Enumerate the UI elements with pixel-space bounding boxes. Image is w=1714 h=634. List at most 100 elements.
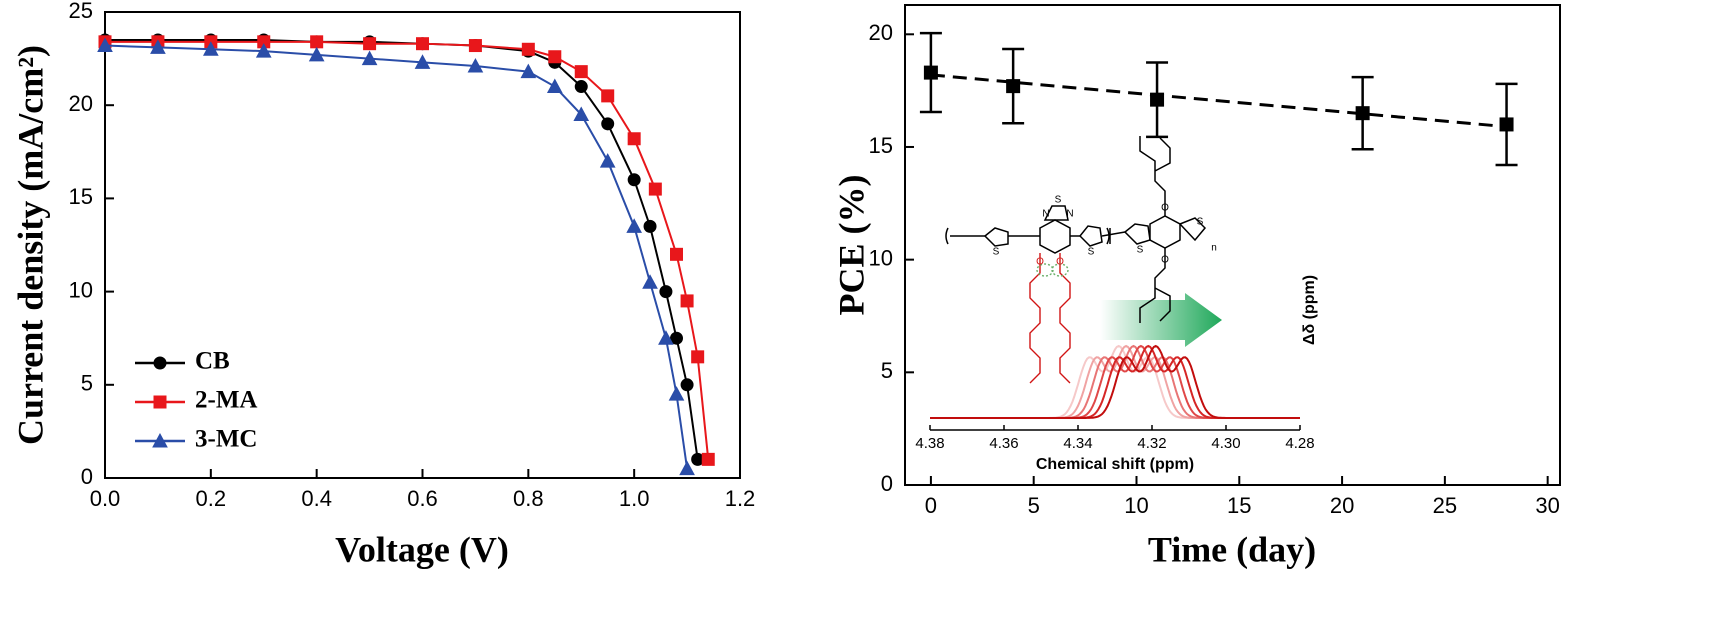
marker [626,218,643,233]
inset-x-label: Chemical shift (ppm) [1036,456,1194,473]
x-tick-label: 30 [1535,493,1559,518]
x-tick-label: 1.0 [619,486,650,511]
y-axis-label: Current density (mA/cm²) [10,45,50,445]
x-tick-label: 0.0 [90,486,121,511]
inset-tick-label: 4.28 [1285,435,1314,452]
y-tick-label: 5 [881,358,893,383]
marker [255,43,272,58]
y-tick-label: 5 [81,371,93,396]
inset-tick-label: 4.36 [989,435,1018,452]
legend-marker [153,395,167,409]
marker [363,37,377,51]
legend-marker [152,432,168,448]
marker [627,173,641,187]
atom-label: O [1161,203,1169,214]
marker [468,39,482,53]
x-axis-label: Time (day) [1148,529,1316,569]
atom-label: O [1036,257,1044,268]
atom-label: N [1066,209,1073,220]
structure-side-chains [1029,253,1071,384]
inset-y-label: Δδ (ppm) [1301,275,1318,345]
marker [1006,79,1021,94]
atom-label: S [993,247,1000,258]
x-tick-label: 5 [1028,493,1040,518]
atom-label: O [1056,257,1064,268]
x-tick-label: 20 [1330,493,1354,518]
nmr-spectrum [930,344,1300,419]
marker [643,219,657,233]
marker [546,78,563,94]
legend-label: CB [195,348,230,375]
marker [574,65,588,79]
inset-tick-label: 4.38 [915,435,944,452]
marker [414,54,431,69]
marker [361,50,378,66]
marker [601,117,615,131]
y-axis-label: PCE (%) [831,175,871,316]
x-tick-label: 1.2 [725,486,756,511]
legend-label: 3-MC [195,426,257,453]
marker [670,331,683,345]
x-tick-label: 0.2 [196,486,227,511]
atom-label: n [1211,243,1217,254]
y-tick-label: 15 [869,133,893,158]
x-tick-label: 0.4 [301,486,332,511]
marker [150,39,166,54]
atom-label: S [1088,247,1095,258]
inset-tick-label: 4.30 [1211,435,1240,452]
inset-tick-label: 4.32 [1137,435,1166,452]
y-tick-label: 10 [869,245,893,270]
x-tick-label: 0.6 [407,486,438,511]
series-line [105,40,710,460]
marker [310,35,324,49]
y-tick-label: 20 [69,91,93,116]
marker [548,50,562,64]
structure [945,136,1207,323]
trend-line [930,73,1507,129]
atom-label: S [1137,245,1144,256]
inset-tick-label: 4.34 [1063,435,1092,452]
marker [670,247,683,261]
marker [658,330,674,345]
marker [648,182,662,196]
marker [668,386,685,401]
series-line [105,38,699,460]
marker [308,46,325,62]
marker [679,460,695,476]
structure-labels: S N N S S S S O O O O n [993,195,1217,268]
marker [467,58,484,73]
marker [642,274,658,289]
x-axis-label: Voltage (V) [335,529,509,569]
atom-label: S [1197,217,1204,228]
marker [416,37,429,51]
marker [601,89,615,103]
legend-label: 2-MA [195,387,257,414]
marker [599,153,616,168]
x-tick-label: 10 [1124,493,1148,518]
marker [627,132,641,146]
marker [1355,106,1370,121]
y-tick-label: 10 [69,277,93,302]
x-tick-label: 15 [1227,493,1251,518]
plot-frame [904,4,1561,486]
marker [680,294,694,308]
marker [521,42,535,56]
marker [691,350,705,364]
legend-marker [153,356,167,370]
x-tick-label: 0 [925,493,937,518]
atom-label: N [1042,209,1049,220]
y-tick-label: 25 [69,0,93,23]
y-tick-label: 15 [69,184,93,209]
x-tick-label: 25 [1433,493,1457,518]
marker [574,80,588,94]
marker [923,65,938,80]
y-tick-label: 0 [881,471,893,496]
atom-label: O [1161,255,1169,266]
marker [520,63,537,79]
marker [1499,117,1514,132]
marker [701,452,715,466]
x-tick-label: 0.8 [513,486,544,511]
marker [97,37,113,53]
